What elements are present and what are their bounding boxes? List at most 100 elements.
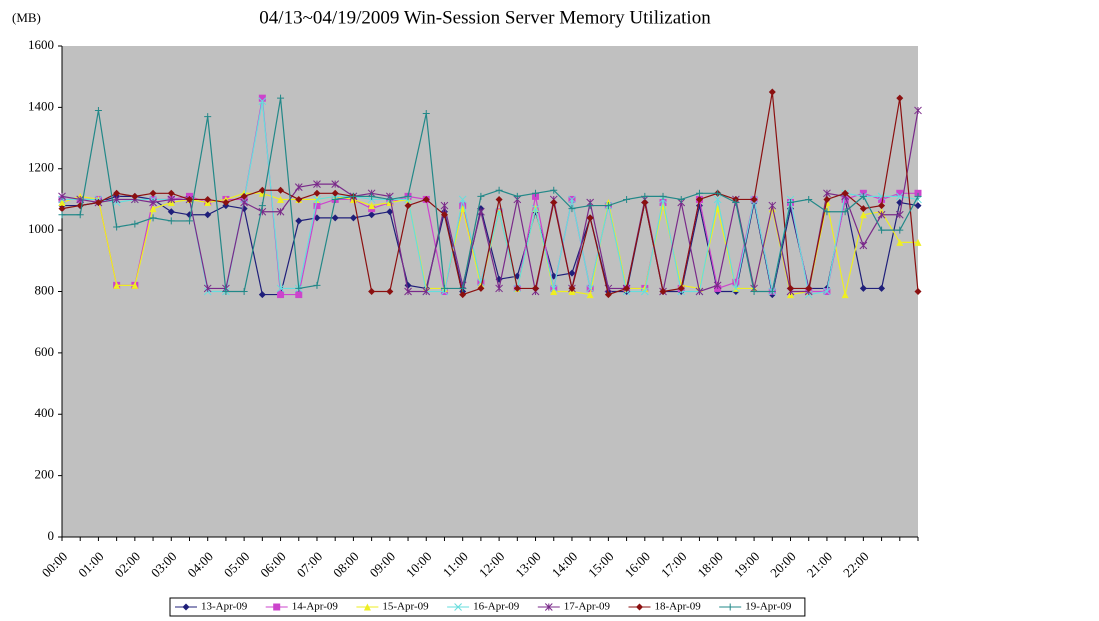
y-tick-label: 600 [35,344,55,359]
marker [277,186,285,194]
marker [568,284,576,292]
marker [549,284,558,293]
marker [586,284,595,293]
y-tick-label: 0 [48,528,55,543]
marker [841,208,849,216]
marker [167,195,176,204]
marker [641,192,649,200]
marker [204,211,212,219]
y-tick-label: 1200 [28,160,54,175]
marker [113,223,121,231]
legend-text: 16-Apr-09 [473,601,520,613]
x-tick-label: 20:00 [767,549,799,581]
marker [640,287,649,296]
marker [732,284,740,293]
marker [641,199,649,207]
x-tick-label: 16:00 [621,549,653,581]
marker [568,269,576,277]
marker [363,603,371,611]
marker [113,189,121,197]
marker [732,278,740,286]
marker [313,202,321,210]
marker [203,284,212,293]
legend-text: 17-Apr-09 [564,601,611,613]
x-tick-label: 12:00 [476,549,508,581]
marker [878,226,886,234]
marker [604,202,612,210]
marker [94,199,102,207]
x-tick-label: 07:00 [294,549,326,581]
marker [368,211,376,219]
chart-title: 04/13~04/19/2009 Win-Session Server Memo… [259,7,711,28]
marker [550,288,558,295]
marker [331,180,340,188]
marker [313,180,321,188]
marker [604,291,612,299]
marker [331,195,339,203]
marker [440,201,449,210]
legend-text: 15-Apr-09 [382,601,429,613]
marker [877,210,886,219]
marker [732,199,740,207]
marker [914,192,922,200]
marker [386,208,394,216]
x-tick-label: 04:00 [184,549,216,581]
marker [750,195,758,203]
marker [768,88,776,96]
series [58,106,922,296]
marker [823,287,831,296]
marker [568,195,576,204]
marker [458,195,467,204]
marker [258,291,266,299]
marker [58,211,66,219]
x-tick-label: 18:00 [694,549,726,581]
marker [459,291,467,299]
x-tick-label: 11:00 [440,549,471,580]
marker [331,189,339,197]
marker [113,281,121,289]
x-tick-label: 02:00 [112,549,144,581]
marker [659,192,667,200]
marker [805,284,813,292]
marker [841,189,849,197]
marker [544,603,553,611]
marker [550,199,558,207]
marker [495,284,503,293]
marker [240,192,248,200]
marker [623,195,631,203]
marker [277,94,285,102]
y-axis-label: (MB) [12,10,41,25]
marker [677,284,685,292]
marker [531,204,540,213]
marker [896,189,904,197]
marker [277,291,285,299]
marker [94,106,102,114]
marker [586,202,594,210]
marker [586,214,594,222]
marker [167,189,175,197]
x-tick-label: 17:00 [658,549,690,581]
legend-box [169,597,806,617]
marker [185,217,193,225]
marker [586,291,594,299]
marker [422,287,431,296]
marker [258,97,267,106]
marker [404,192,412,200]
marker [859,284,867,292]
marker [295,284,303,292]
marker [878,202,886,210]
marker [386,195,394,203]
marker [896,94,904,102]
marker [477,192,485,200]
marker [513,284,521,292]
x-tick-label: 21:00 [804,549,836,581]
legend-text: 13-Apr-09 [201,601,248,613]
marker [167,217,175,225]
marker [896,226,904,234]
marker [513,192,521,200]
marker [149,198,157,207]
x-tick-label: 06:00 [257,549,289,581]
marker [550,186,558,194]
y-tick-label: 1600 [28,37,54,52]
marker [896,238,904,246]
